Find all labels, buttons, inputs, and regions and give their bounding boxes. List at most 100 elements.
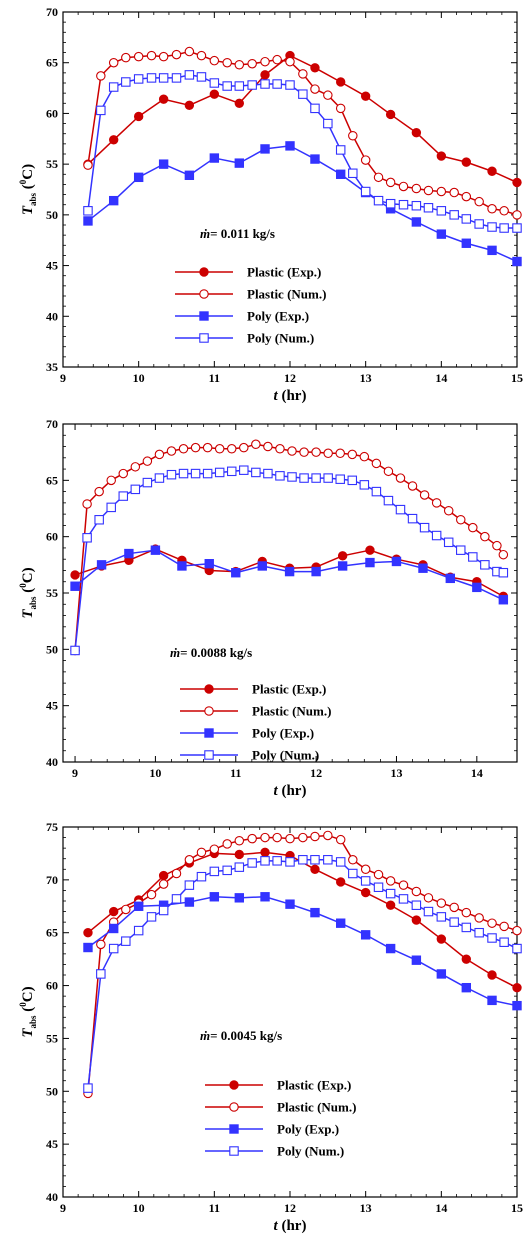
chart-1-series-1-point	[108, 135, 119, 145]
chart-1-series-2-point	[133, 51, 144, 62]
chart-2-series-3	[70, 545, 509, 605]
chart-2-series-4-point	[130, 484, 141, 495]
chart-1-series-2	[83, 46, 522, 220]
chart-2-svg: 9 10 11 12 13 14 40 45 50 55 60 65 70 t (hr) Tabs (0C)…	[18, 417, 518, 799]
chart-1-x-tick-label: 9	[60, 371, 66, 385]
chart-1-series-3-point	[461, 238, 472, 248]
chart-3-series-4-point	[436, 912, 447, 922]
chart-2-series-4-line	[74, 469, 504, 651]
chart-2-y-tick-label: 65	[46, 473, 58, 487]
chart-3-series-4-point	[196, 871, 207, 882]
chart-3-x-tick-label: 13	[360, 1201, 372, 1215]
chart-3-series-2-point	[461, 907, 472, 918]
chart-2-x-tick-label: 14	[471, 766, 483, 780]
chart-2-y-tick-label: 40	[46, 755, 58, 769]
chart-2-series-4-point	[70, 645, 80, 656]
chart-1-series-4-point	[222, 81, 232, 91]
chart-2-series-4-point	[106, 502, 116, 513]
chart-1-legend-label-4: Poly (Num.)	[247, 331, 314, 346]
chart-3-series-3-point	[487, 995, 497, 1006]
chart-3-series-1-point	[83, 928, 93, 938]
chart-3-series-3-point	[108, 923, 119, 934]
chart-3-x-axis-title: t (hr)	[274, 1218, 307, 1234]
chart-3-series-4-point	[247, 858, 257, 868]
chart-3-series-3-point	[260, 892, 270, 902]
chart-panel-3: 9 10 11 12 13 14 15 40 45 50 55 60 65 70 75 t (hr) Tabs …	[0, 815, 532, 1234]
chart-3-series-1-point	[335, 877, 346, 887]
chart-3-series-4-point	[512, 943, 522, 954]
chart-3-series-3-point	[436, 969, 447, 979]
chart-2-series-3-point	[96, 560, 107, 570]
chart-1-x-tick-label: 15	[511, 371, 523, 385]
chart-3-x-tick-label: 10	[133, 1201, 145, 1215]
chart-3-legend-marker-2	[229, 1102, 239, 1112]
chart-3-series-4-point	[260, 856, 270, 866]
chart-2-series-4-point	[371, 486, 382, 497]
chart-3-series-4-point	[222, 865, 232, 876]
chart-2-series-4-point	[383, 495, 394, 506]
chart-2-series-4-point	[431, 530, 442, 541]
chart-1-series-2-point	[461, 191, 472, 202]
chart-2-y-tick-label: 45	[46, 699, 58, 713]
chart-2-legend-label-2: Plastic (Num.)	[252, 704, 331, 719]
chart-2-series-4-point	[347, 475, 358, 486]
chart-1-series-4-point	[398, 199, 409, 210]
chart-2-x-tick-label: 12	[310, 766, 322, 780]
chart-2-x-axis-title: t (hr)	[274, 783, 307, 799]
chart-3-series-4-point	[96, 969, 106, 979]
chart-3-series-3-point	[83, 942, 93, 953]
chart-2-legend-marker-4	[204, 750, 214, 760]
chart-3-series-3-point	[461, 982, 472, 993]
chart-1-series-1-point	[209, 89, 220, 99]
chart-1-series-4-point	[487, 222, 497, 232]
chart-3-series-4-point	[83, 1083, 93, 1093]
chart-2-series-4-point	[395, 504, 406, 515]
chart-2-series-3-point	[391, 556, 402, 567]
chart-3-series-4-point	[171, 894, 182, 904]
chart-2-series-3-point	[257, 561, 267, 571]
chart-3-series-3-point	[360, 930, 371, 940]
chart-2-series-2-point	[118, 468, 129, 479]
chart-2-series-4-point	[443, 537, 454, 548]
chart-2-series-4-point	[190, 468, 201, 479]
chart-3-series-1-point	[461, 954, 472, 964]
chart-2-legend-label-4: Poly (Num.)	[252, 748, 319, 763]
chart-1-series-4-point	[121, 77, 131, 87]
chart-2-series-4-point	[251, 467, 261, 478]
chart-2-series-2-point	[154, 449, 165, 460]
chart-2-legend-label-3: Poly (Exp.)	[252, 726, 314, 741]
chart-3-series-2-point	[385, 876, 396, 886]
chart-2-series-3-point	[150, 545, 161, 555]
chart-1-series-2-point	[449, 187, 459, 198]
chart-1-series-4-point	[247, 80, 257, 90]
chart-2-series-4-point	[407, 513, 418, 524]
chart-3-series-3-point	[512, 1000, 522, 1011]
chart-3-series-1-point	[260, 847, 270, 858]
chart-2-series-2-point	[311, 447, 321, 457]
chart-2-series-3-point	[498, 595, 509, 605]
chart-2-series-4-point	[178, 468, 189, 479]
chart-2-series-2	[70, 439, 509, 656]
chart-1-series-3-point	[133, 172, 144, 183]
chart-2-series-4	[70, 465, 509, 656]
chart-1-series-3-point	[234, 158, 245, 168]
chart-1-series-1-point	[335, 77, 346, 87]
chart-1-series-2-point	[436, 186, 447, 197]
chart-3-series-4-point	[461, 922, 472, 933]
chart-2-series-4-point	[118, 491, 129, 501]
chart-3-series-2-point	[423, 893, 434, 903]
chart-1-series-4-point	[411, 200, 422, 211]
chart-3-flow-rate-annotation: ṁ= 0.0045 kg/s	[200, 1028, 282, 1043]
chart-3-y-tick-label: 40	[46, 1190, 58, 1204]
chart-3-series-4-point	[423, 906, 434, 917]
chart-2-series-3-point	[418, 563, 428, 573]
chart-3-series-4-point	[133, 925, 144, 936]
chart-1-series-4-point	[234, 81, 245, 91]
chart-1-legend-label-2: Plastic (Num.)	[247, 287, 326, 302]
chart-2-series-4-point	[263, 468, 273, 479]
chart-1-series-2-point	[411, 183, 422, 194]
chart-1-series-2-point	[487, 204, 497, 214]
chart-3-series-2-point	[247, 833, 257, 844]
chart-3-series-3-point	[133, 901, 144, 911]
chart-3-y-tick-label: 55	[46, 1031, 58, 1045]
